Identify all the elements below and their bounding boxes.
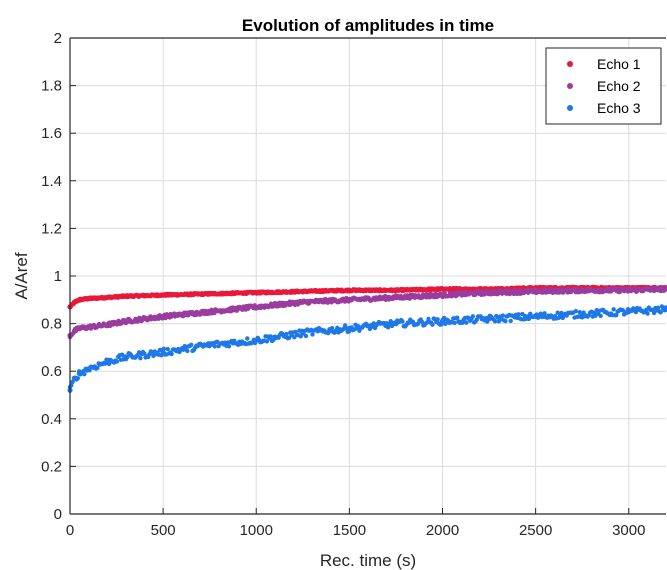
sample-point [189, 342, 194, 347]
y-tick-label: 0.4 [41, 411, 62, 428]
sample-point [577, 310, 582, 315]
sample-point [443, 321, 448, 327]
sample-point [538, 311, 543, 316]
sample-point [400, 319, 405, 324]
sample-point [245, 336, 250, 341]
y-tick-label: 1.8 [41, 78, 62, 95]
data-points [67, 284, 667, 393]
x-tick-label: 2000 [426, 522, 459, 539]
sample-point [303, 333, 309, 339]
sample-point [185, 348, 190, 354]
sample-point [114, 359, 120, 364]
y-tick-label: 0.8 [41, 316, 62, 333]
sample-point [503, 318, 508, 324]
sample-point [298, 334, 303, 339]
y-tick-label: 2 [54, 30, 62, 47]
legend-marker [567, 83, 573, 89]
y-axis-label: A/Aref [12, 252, 31, 300]
sample-point [329, 326, 335, 331]
x-tick-label: 2500 [519, 522, 552, 539]
sample-point [264, 339, 270, 344]
sample-point [452, 320, 457, 326]
sample-point [75, 376, 81, 381]
sample-point [435, 317, 440, 322]
x-tick-labels: 0 500 1000 1500 2000 2500 3000 [66, 522, 646, 539]
y-tick-labels: 0 0.2 0.4 0.6 0.8 1 1.2 1.4 1.6 1.8 2 [41, 30, 62, 523]
y-tick-label: 0.6 [41, 363, 62, 380]
sample-point [581, 310, 586, 315]
sample-point [555, 310, 560, 315]
y-tick-label: 0 [54, 506, 62, 523]
sample-point [645, 311, 650, 316]
sample-point [169, 351, 174, 357]
sample-point [138, 356, 143, 361]
sample-point [161, 346, 167, 351]
sample-point [268, 334, 273, 339]
sample-point [82, 372, 87, 377]
series-3-points [67, 304, 667, 393]
chart-title: Evolution of amplitudes in time [242, 16, 494, 35]
x-tick-label: 1500 [333, 522, 366, 539]
sample-point [598, 313, 603, 319]
legend-box [545, 47, 662, 125]
sample-point [508, 318, 513, 324]
sample-point [87, 368, 92, 373]
sample-point [430, 322, 435, 327]
sample-point [485, 319, 490, 324]
sample-point [474, 317, 479, 322]
sample-point [419, 319, 425, 325]
sample-point [655, 305, 661, 311]
x-tick-label: 3000 [612, 522, 645, 539]
x-tick-label: 500 [151, 522, 176, 539]
legend: Echo 1 Echo 2 Echo 3 [545, 47, 662, 125]
sample-point [103, 361, 108, 366]
sample-point [439, 321, 444, 327]
legend-marker [567, 61, 573, 67]
sample-point [385, 325, 391, 330]
sample-point [310, 332, 315, 337]
sample-point [663, 305, 667, 310]
y-tick-label: 1 [54, 268, 62, 285]
sample-point [573, 308, 579, 314]
sample-point [95, 365, 100, 371]
legend-label: Echo 1 [597, 56, 641, 72]
sample-point [470, 314, 476, 319]
sample-point [492, 319, 498, 324]
legend-label: Echo 3 [597, 100, 641, 116]
y-tick-label: 1.4 [41, 173, 62, 190]
series-2-points [67, 285, 667, 340]
axes [69, 37, 666, 515]
y-tick-label: 1.6 [41, 125, 62, 142]
sample-point [658, 310, 663, 315]
sample-point [663, 286, 667, 292]
sample-point [388, 318, 393, 324]
sample-point [500, 313, 506, 318]
sample-point [159, 352, 164, 358]
sample-point [542, 311, 547, 316]
sample-point [455, 315, 460, 320]
sample-point [106, 361, 112, 367]
sample-point [611, 307, 616, 312]
legend-marker [567, 105, 573, 111]
sample-point [516, 312, 521, 317]
sample-point [226, 344, 232, 349]
sample-point [460, 320, 465, 326]
y-tick-label: 0.2 [41, 458, 62, 475]
sample-point [125, 354, 130, 360]
sample-point [212, 344, 217, 349]
sample-point [165, 346, 170, 352]
y-tick-label: 1.2 [41, 220, 62, 237]
sample-point [70, 379, 75, 384]
x-tick-label: 0 [66, 522, 74, 539]
legend-label: Echo 2 [597, 78, 641, 94]
x-tick-label: 1000 [240, 522, 273, 539]
x-axis-label: Rec. time (s) [320, 551, 416, 570]
sample-point [614, 313, 619, 318]
sample-point [284, 331, 289, 337]
sample-point [344, 326, 349, 331]
sample-point [464, 320, 469, 325]
